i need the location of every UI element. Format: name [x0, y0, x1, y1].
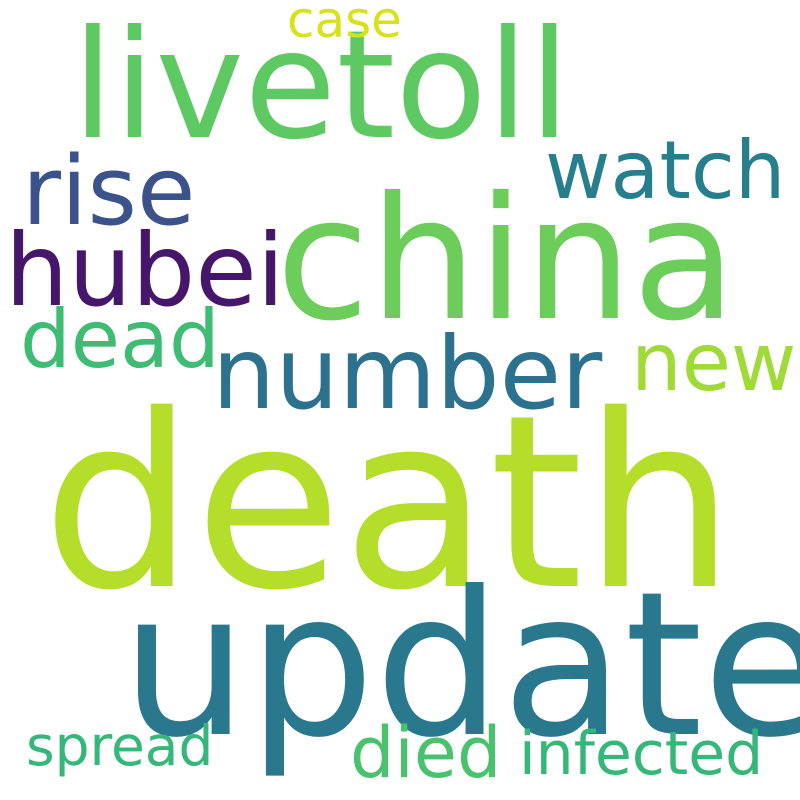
word-new: new: [631, 316, 797, 409]
word-watch: watch: [545, 124, 786, 217]
word-died: died: [350, 712, 502, 794]
word-case: case: [287, 0, 402, 49]
word-death: death: [42, 363, 736, 643]
word-dead: dead: [20, 293, 220, 386]
word-spread: spread: [26, 714, 214, 778]
word-number: number: [212, 315, 603, 432]
word-hubei: hubei: [5, 212, 285, 329]
word-china: china: [276, 161, 737, 359]
word-rise: rise: [22, 137, 196, 247]
word-livetoll: livetoll: [72, 0, 571, 173]
word-update: update: [121, 549, 800, 782]
word-infected: infected: [519, 719, 764, 789]
